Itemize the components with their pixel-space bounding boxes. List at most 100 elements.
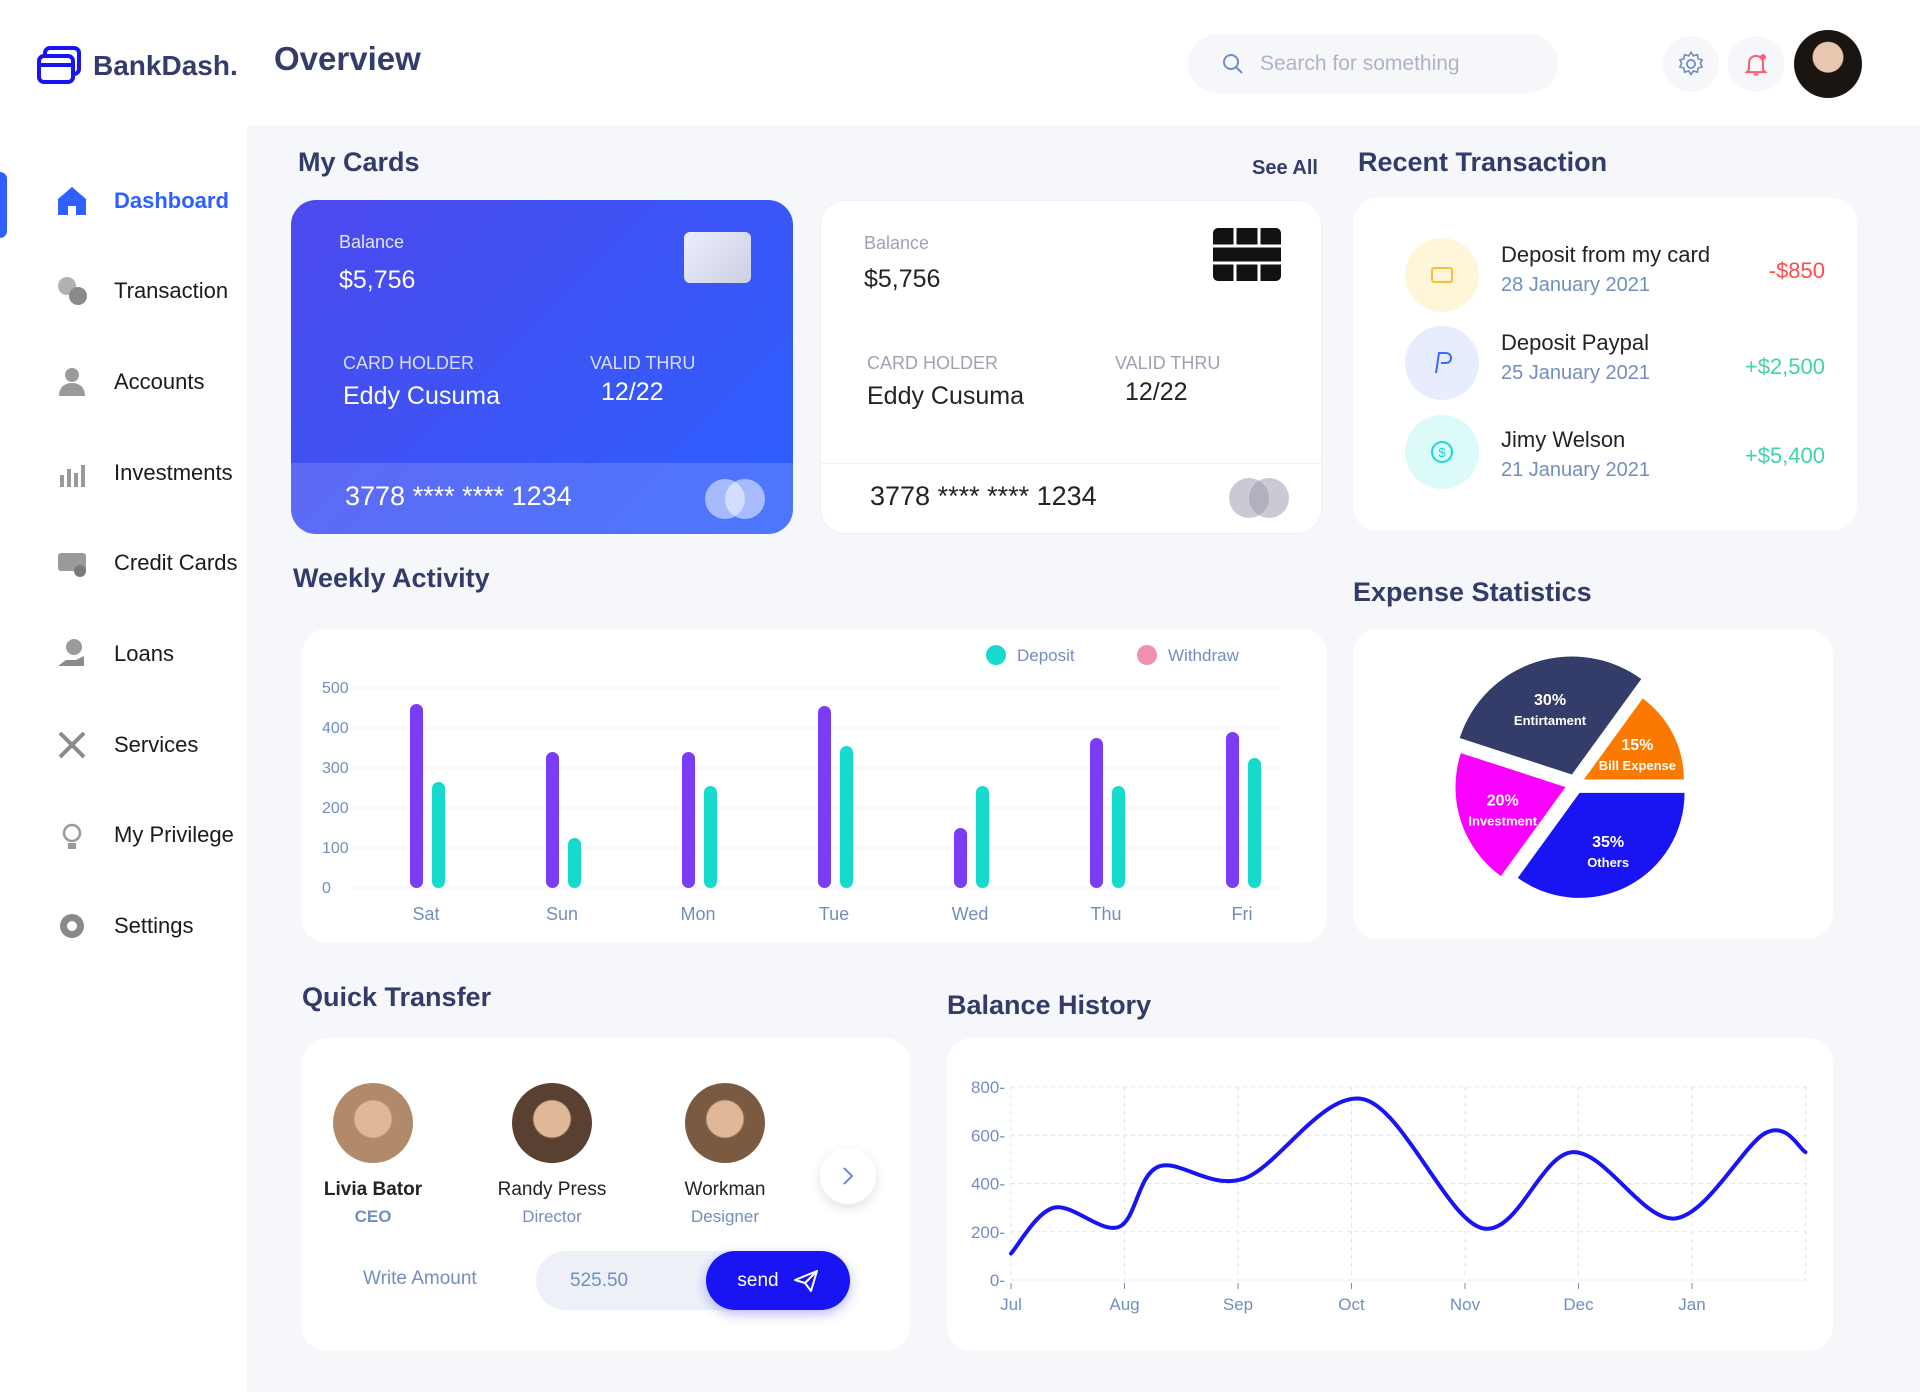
user-icon [52,364,92,400]
x-tick-label: Fri [1232,904,1253,924]
balance-history-title: Balance History [947,990,1152,1020]
tools-icon [52,727,92,763]
legend-dot [986,645,1006,665]
transaction-amount: -$850 [1768,258,1825,283]
sidebar-item-transaction[interactable]: Transaction [0,261,247,321]
transaction-date: 28 January 2021 [1501,274,1651,296]
bar-deposit [704,786,717,888]
quick-transfer-panel: Livia Bator CEO Randy Press Director Wor… [302,1038,910,1351]
sidebar-item-investments[interactable]: Investments [0,443,247,503]
pie-slice-bill-expense [1583,698,1684,780]
balance-line [1009,1096,1808,1256]
x-tick-label: Nov [1450,1295,1481,1314]
weekly-activity-title: Weekly Activity [293,563,490,593]
search-input[interactable]: Search for something [1188,34,1558,93]
chevron-right-icon [843,1167,854,1185]
y-tick-label: 200- [971,1223,1005,1242]
y-tick-label: 400- [971,1175,1005,1194]
credit-card-icon [52,545,92,581]
recent-transaction-panel: Deposit from my card 28 January 2021 -$8… [1353,198,1857,531]
contact-role: Director [522,1207,582,1226]
valid-thru-label: VALID THRU [590,353,696,373]
see-all-link[interactable]: See All [1252,157,1318,179]
x-tick-label: Jan [1678,1295,1705,1314]
contact-avatar [333,1083,413,1163]
bar-withdraw [954,828,967,888]
pie-category-label: Others [1587,855,1629,870]
home-icon [52,183,92,219]
contact-name: Workman [684,1179,766,1200]
transaction-icon [52,273,92,309]
transaction-date: 25 January 2021 [1501,362,1651,384]
sidebar-item-dashboard[interactable]: Dashboard [0,171,247,231]
sidebar-item-my-privilege[interactable]: My Privilege [0,805,247,865]
expense-pie-chart: 15% Bill Expense 35% Others 20% Investment 30%… [1455,656,1685,898]
sidebar-item-loans[interactable]: Loans [0,624,247,684]
card-holder-name: Eddy Cusuma [867,382,1025,410]
contact-avatar [685,1083,765,1163]
sidebar-item-settings[interactable]: Settings [0,896,247,956]
card-number: 3778 **** **** 1234 [345,481,572,511]
x-tick-label: Jul [1000,1295,1022,1314]
contact-2[interactable]: Workman Designer [650,1083,800,1227]
recent-transaction-title: Recent Transaction [1358,147,1608,177]
sidebar-item-label: Credit Cards [114,550,238,575]
transaction-name: Jimy Welson [1501,427,1626,452]
contact-name: Randy Press [497,1179,607,1200]
transaction-item[interactable]: Deposit Paypal 25 January 2021 +$2,500 [1405,326,1825,400]
search-placeholder: Search for something [1260,51,1460,75]
chip-icon [684,232,751,283]
x-tick-label: Thu [1090,904,1121,924]
y-tick-label: 0 [322,880,331,897]
contact-role: CEO [354,1207,392,1226]
transaction-date: 21 January 2021 [1501,459,1651,481]
sidebar-item-label: Settings [114,913,194,938]
next-contacts-button[interactable] [820,1148,876,1204]
write-amount-label: Write Amount [363,1268,477,1289]
balance-history-chart: 0- 200- 400- 600- 800- Jul Aug Sep Oct Nov Dec Jan [971,1078,1808,1314]
card-holder-name: Eddy Cusuma [343,382,501,410]
contact-role: Designer [690,1207,760,1226]
x-tick-label: Sep [1223,1295,1253,1314]
contact-1[interactable]: Randy Press Director [477,1083,627,1227]
sidebar-item-label: Loans [114,641,174,666]
x-tick-label: Wed [952,904,989,924]
logo[interactable]: BankDash. [37,46,238,86]
sidebar-item-accounts[interactable]: Accounts [0,352,247,412]
send-button[interactable]: send [706,1251,850,1310]
expense-statistics-title: Expense Statistics [1353,577,1592,607]
pie-slice-investment [1455,753,1566,877]
balance-history-panel: 0- 200- 400- 600- 800- Jul Aug Sep Oct Nov Dec Jan [947,1038,1833,1351]
settings-button[interactable] [1663,36,1719,92]
bar-withdraw [410,704,423,888]
transaction-amount: +$2,500 [1744,354,1825,379]
contact-0[interactable]: Livia Bator CEO [298,1083,448,1227]
dollar-icon: $ [1405,415,1479,489]
gear-icon [1678,50,1704,76]
y-tick-label: 500 [322,680,349,697]
transaction-item[interactable]: Deposit from my card 28 January 2021 -$8… [1405,238,1825,312]
sidebar-item-services[interactable]: Services [0,715,247,775]
credit-card-primary[interactable]: Balance $5,756 CARD HOLDER Eddy Cusuma V… [291,200,793,534]
bar-withdraw [682,752,695,888]
search-icon [1223,53,1243,74]
legend-label: Deposit [1017,646,1075,665]
transaction-item[interactable]: $ Jimy Welson 21 January 2021 +$5,400 [1405,415,1825,489]
x-tick-label: Dec [1563,1295,1594,1314]
credit-card-secondary[interactable]: Balance $5,756 CARD HOLDER Eddy Cusuma V… [820,200,1322,534]
weekly-activity-chart: 0 100 200 300 400 500 Sat Sun Mon Tue Wed Thu Fri Dep… [322,645,1282,924]
bar-withdraw [818,706,831,888]
chip-icon [1213,228,1281,281]
card-logo-icon [37,46,81,84]
card-icon [1405,238,1479,312]
sidebar-item-label: Transaction [114,278,229,303]
expense-statistics-panel: 15% Bill Expense 35% Others 20% Investment 30%… [1353,629,1833,939]
bell-icon [1744,54,1768,76]
card-divider [821,463,1321,464]
sidebar-item-credit-cards[interactable]: Credit Cards [0,533,247,593]
user-avatar[interactable] [1794,30,1862,98]
x-tick-label: Tue [819,904,849,924]
loan-icon [52,636,92,672]
x-tick-label: Sun [546,904,578,924]
notifications-button[interactable] [1728,36,1784,92]
